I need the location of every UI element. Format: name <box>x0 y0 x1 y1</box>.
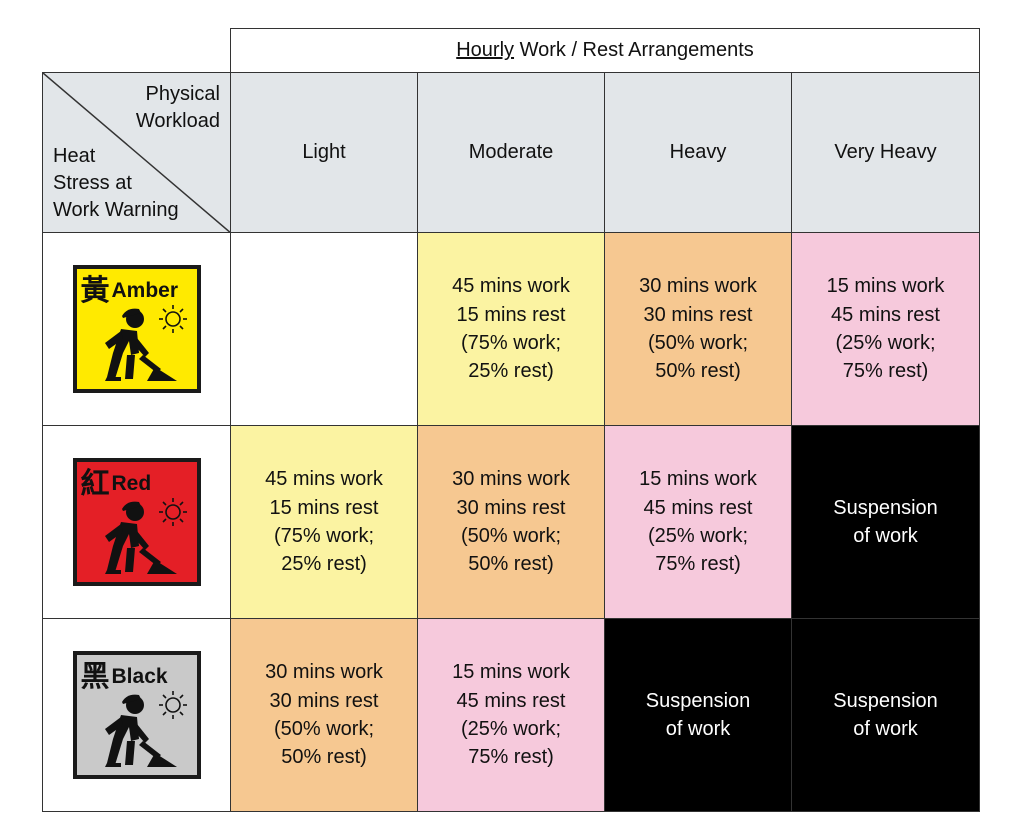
cell-amber-very-heavy: 15 mins work 45 mins rest (25% work; 75%… <box>791 232 980 426</box>
physical-workload-label: Physical Workload <box>135 83 220 132</box>
row-header-black: 黑Black <box>42 618 231 812</box>
worker-shovel-sun-icon <box>104 498 187 574</box>
warning-label: 紅Red <box>80 468 152 500</box>
table-title-rest: Work / Rest Arrangements <box>514 39 754 62</box>
cell-black-moderate: 15 mins work 45 mins rest (25% work; 75%… <box>417 618 605 812</box>
row-header-red: 紅Red <box>42 425 231 619</box>
cell-black-light: 30 mins work 30 mins rest (50% work; 50%… <box>230 618 418 812</box>
column-header-very-heavy: Very Heavy <box>791 72 980 233</box>
heat-stress-label: Heat Stress at Work Warning <box>53 145 179 221</box>
table-title: Hourly Work / Rest Arrangements <box>230 28 980 73</box>
column-header-moderate: Moderate <box>417 72 605 233</box>
cell-black-heavy: Suspension of work <box>604 618 792 812</box>
column-header-light: Light <box>230 72 418 233</box>
corner-diagonal <box>43 73 232 234</box>
warning-label: 黑Black <box>80 661 168 693</box>
worker-shovel-sun-icon <box>104 305 187 381</box>
column-header-heavy: Heavy <box>604 72 792 233</box>
cell-red-light: 45 mins work 15 mins rest (75% work; 25%… <box>230 425 418 619</box>
row-header-amber: 黃Amber <box>42 232 231 426</box>
cell-amber-heavy: 30 mins work 30 mins rest (50% work; 50%… <box>604 232 792 426</box>
cell-amber-moderate: 45 mins work 15 mins rest (75% work; 25%… <box>417 232 605 426</box>
corner-header: Physical Workload Heat Stress at Work Wa… <box>42 72 232 234</box>
black-warning-sign: 黑Black <box>72 651 201 779</box>
red-warning-sign: 紅Red <box>72 458 201 586</box>
warning-label: 黃Amber <box>80 275 179 307</box>
worker-shovel-sun-icon <box>104 691 187 767</box>
cell-red-moderate: 30 mins work 30 mins rest (50% work; 50%… <box>417 425 605 619</box>
cell-amber-light <box>230 232 418 426</box>
cell-red-heavy: 15 mins work 45 mins rest (25% work; 75%… <box>604 425 792 619</box>
table-title-underlined: Hourly <box>456 39 515 62</box>
cell-red-very-heavy: Suspension of work <box>791 425 980 619</box>
cell-black-very-heavy: Suspension of work <box>791 618 980 812</box>
amber-warning-sign: 黃Amber <box>72 265 201 393</box>
